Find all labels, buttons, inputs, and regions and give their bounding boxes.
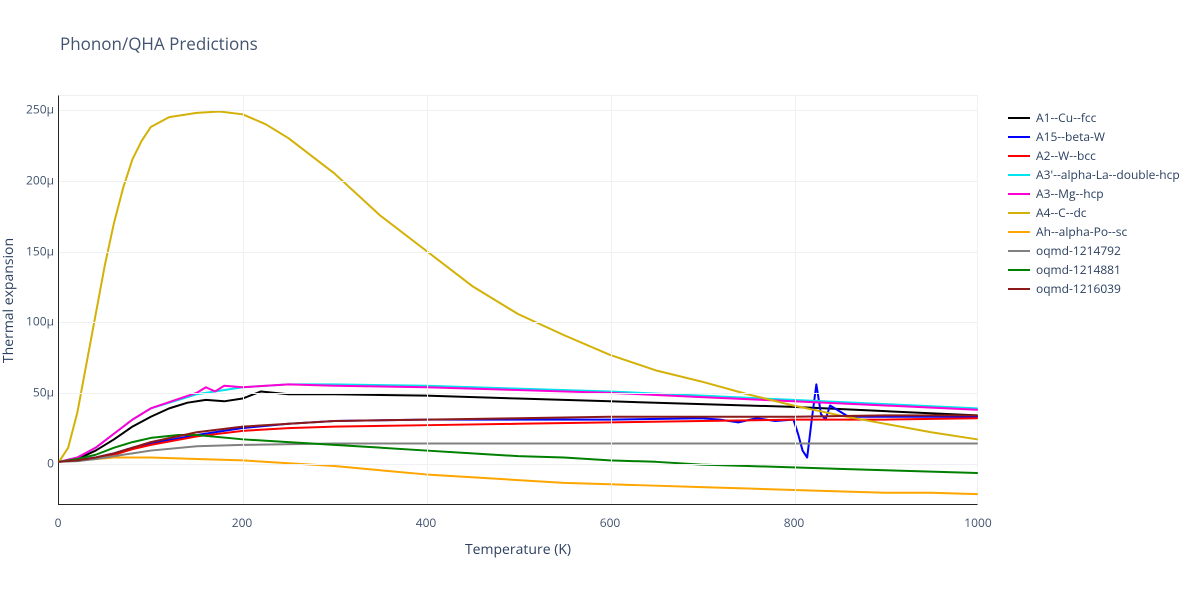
legend-swatch — [1008, 231, 1030, 233]
legend-swatch — [1008, 193, 1030, 195]
x-tick-label: 800 — [784, 514, 805, 531]
gridline-h — [59, 110, 977, 111]
legend: A1--Cu--fcc A15--beta-W A2--W--bcc A3'--alp… — [1008, 108, 1180, 298]
x-tick-label: 1000 — [964, 514, 991, 531]
legend-swatch — [1008, 174, 1030, 176]
gridline-v — [427, 96, 428, 504]
legend-item-A4--C--dc[interactable]: A4--C--dc — [1008, 203, 1180, 222]
legend-label: oqmd-1214881 — [1036, 261, 1121, 278]
y-tick-label: 200μ — [18, 171, 54, 188]
legend-swatch — [1008, 288, 1030, 290]
gridline-h — [59, 322, 977, 323]
y-tick-label: 250μ — [18, 101, 54, 118]
legend-item-oqmd-1214792[interactable]: oqmd-1214792 — [1008, 241, 1180, 260]
legend-label: oqmd-1216039 — [1036, 280, 1121, 297]
legend-label: Ah--alpha-Po--sc — [1036, 223, 1127, 240]
x-tick-label: 400 — [416, 514, 437, 531]
legend-item-oqmd-1214881[interactable]: oqmd-1214881 — [1008, 260, 1180, 279]
legend-item-A1--Cu--fcc[interactable]: A1--Cu--fcc — [1008, 108, 1180, 127]
legend-swatch — [1008, 117, 1030, 119]
plot-area[interactable] — [58, 95, 978, 505]
legend-item-A15--beta-W[interactable]: A15--beta-W — [1008, 127, 1180, 146]
legend-label: A3'--alpha-La--double-hcp — [1036, 166, 1180, 183]
legend-swatch — [1008, 269, 1030, 271]
legend-label: A15--beta-W — [1036, 128, 1105, 145]
legend-swatch — [1008, 212, 1030, 214]
legend-label: oqmd-1214792 — [1036, 242, 1121, 259]
gridline-v — [611, 96, 612, 504]
chart-title: Phonon/QHA Predictions — [60, 32, 258, 55]
legend-swatch — [1008, 155, 1030, 157]
gridline-h — [59, 252, 977, 253]
y-tick-label: 150μ — [18, 242, 54, 259]
x-axis-label: Temperature (K) — [58, 540, 978, 559]
legend-label: A1--Cu--fcc — [1036, 109, 1096, 126]
legend-label: A4--C--dc — [1036, 204, 1087, 221]
y-axis-label: Thermal expansion — [2, 95, 16, 505]
y-tick-label: 100μ — [18, 313, 54, 330]
x-tick-label: 200 — [232, 514, 253, 531]
legend-item-A2--W--bcc[interactable]: A2--W--bcc — [1008, 146, 1180, 165]
legend-item-Ah--alpha-Po--sc[interactable]: Ah--alpha-Po--sc — [1008, 222, 1180, 241]
legend-swatch — [1008, 250, 1030, 252]
x-tick-label: 0 — [55, 514, 62, 531]
line-layer — [59, 96, 977, 504]
x-tick-label: 600 — [600, 514, 621, 531]
legend-label: A2--W--bcc — [1036, 147, 1096, 164]
y-tick-label: 50μ — [18, 383, 54, 400]
gridline-h — [59, 181, 977, 182]
series-line-oqmd-1216039[interactable] — [59, 415, 977, 461]
legend-item-A3p--alpha-La--double-hcp[interactable]: A3'--alpha-La--double-hcp — [1008, 165, 1180, 184]
gridline-h — [59, 464, 977, 465]
gridline-v — [243, 96, 244, 504]
legend-item-oqmd-1216039[interactable]: oqmd-1216039 — [1008, 279, 1180, 298]
legend-swatch — [1008, 136, 1030, 138]
legend-item-A3--Mg--hcp[interactable]: A3--Mg--hcp — [1008, 184, 1180, 203]
gridline-v — [795, 96, 796, 504]
series-line-oqmd-1214881[interactable] — [59, 435, 977, 473]
legend-label: A3--Mg--hcp — [1036, 185, 1104, 202]
gridline-h — [59, 393, 977, 394]
y-tick-label: 0 — [18, 454, 54, 471]
